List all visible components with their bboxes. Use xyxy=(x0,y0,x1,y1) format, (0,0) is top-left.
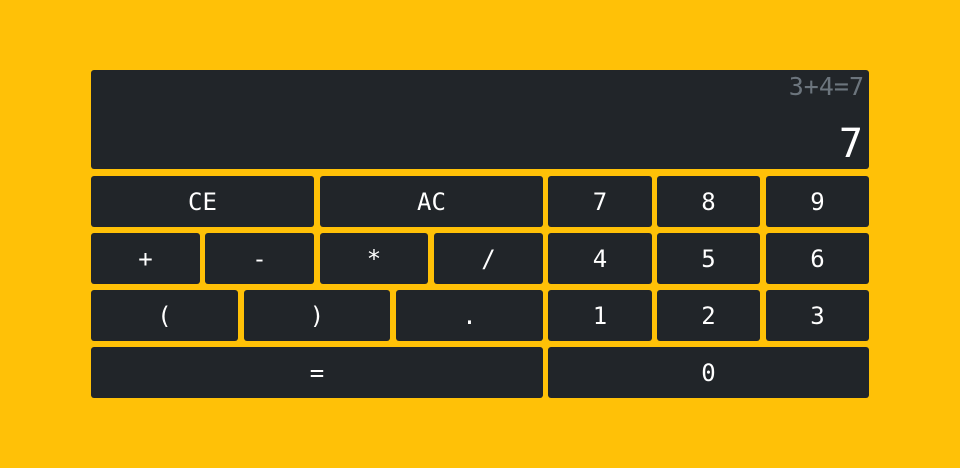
divide-button[interactable]: / xyxy=(434,233,543,284)
multiply-button[interactable]: * xyxy=(320,233,428,284)
digit-6-button[interactable]: 6 xyxy=(766,233,869,284)
history-expression: 3+4=7 xyxy=(788,72,864,101)
digit-2-button[interactable]: 2 xyxy=(657,290,760,341)
digit-0-button[interactable]: 0 xyxy=(548,347,869,398)
open-paren-button[interactable]: ( xyxy=(91,290,238,341)
digit-3-button[interactable]: 3 xyxy=(766,290,869,341)
all-clear-button[interactable]: AC xyxy=(320,176,543,227)
digit-1-button[interactable]: 1 xyxy=(548,290,652,341)
digit-8-button[interactable]: 8 xyxy=(657,176,760,227)
digit-5-button[interactable]: 5 xyxy=(657,233,760,284)
digit-4-button[interactable]: 4 xyxy=(548,233,652,284)
plus-button[interactable]: + xyxy=(91,233,200,284)
clear-entry-button[interactable]: CE xyxy=(91,176,314,227)
close-paren-button[interactable]: ) xyxy=(244,290,390,341)
digit-9-button[interactable]: 9 xyxy=(766,176,869,227)
current-value: 7 xyxy=(838,121,863,167)
decimal-button[interactable]: . xyxy=(396,290,543,341)
equals-button[interactable]: = xyxy=(91,347,543,398)
minus-button[interactable]: - xyxy=(205,233,314,284)
calculator-display: 3+4=7 7 xyxy=(91,70,869,169)
digit-7-button[interactable]: 7 xyxy=(548,176,652,227)
